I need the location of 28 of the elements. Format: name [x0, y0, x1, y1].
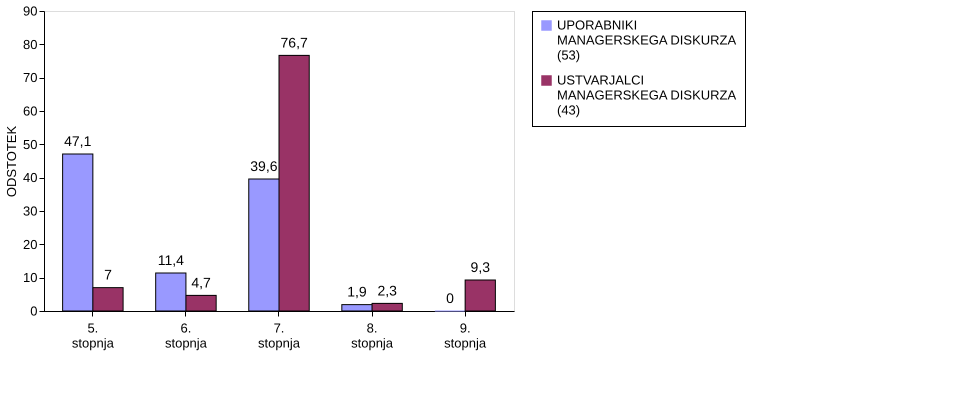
- data-label: 1,9: [347, 284, 367, 300]
- x-tick-label: 8. stopnja: [351, 320, 394, 350]
- legend-label: USTVARJALCI MANAGERSKEGA DISKURZA (43): [557, 72, 736, 118]
- y-tick-label: 90: [23, 4, 38, 18]
- data-label: 2,3: [377, 282, 398, 298]
- data-label: 7: [104, 266, 112, 283]
- legend-label: UPORABNIKI MANAGERSKEGA DISKURZA (53): [557, 18, 736, 62]
- y-tick-label: 70: [23, 70, 38, 86]
- y-tick-label: 80: [23, 36, 38, 52]
- x-tick-label: 6. stopnja: [164, 320, 208, 350]
- y-tick-label: 10: [23, 270, 38, 286]
- x-tick-label: 5. stopnja: [72, 320, 115, 350]
- x-tick-label: 7. stopnja: [258, 320, 301, 350]
- data-label: 4,7: [191, 274, 211, 290]
- y-tick-label: 40: [23, 170, 38, 186]
- y-tick-label: 20: [23, 236, 38, 252]
- x-tick-label: 9. stopnja: [444, 320, 487, 350]
- y-tick-label: 0: [30, 304, 38, 318]
- data-label: 0: [446, 290, 454, 306]
- y-tick-label: 30: [23, 204, 38, 218]
- data-label: 47,1: [64, 133, 92, 149]
- data-label: 11,4: [158, 252, 184, 268]
- y-tick-label: 60: [23, 104, 38, 118]
- y-tick-label: 50: [23, 136, 38, 152]
- data-label: 9,3: [470, 259, 490, 275]
- data-label: 76,7: [280, 34, 308, 50]
- data-label: 39,6: [250, 158, 278, 174]
- y-axis-title: ODSTOTEK: [4, 126, 20, 198]
